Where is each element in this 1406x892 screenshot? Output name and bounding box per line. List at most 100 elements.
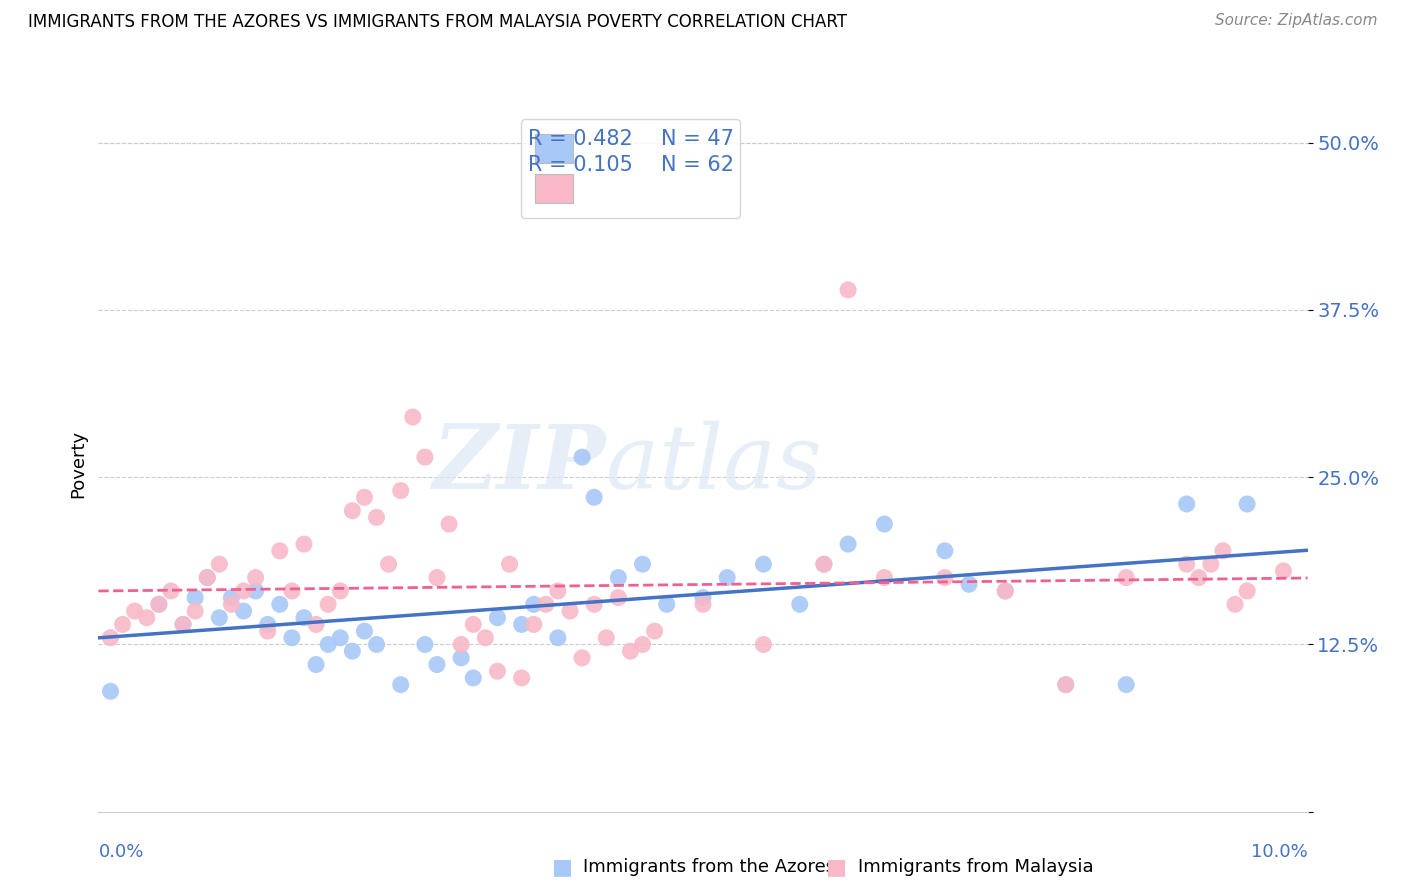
Point — [100, 631, 122, 645]
Point — [402, 410, 425, 425]
Point — [595, 631, 617, 645]
Y-axis label: Poverty: Poverty — [69, 430, 87, 498]
Point — [245, 584, 267, 599]
Point — [305, 617, 328, 632]
Point — [221, 598, 243, 612]
Point — [837, 537, 859, 551]
Point — [172, 617, 194, 632]
Point — [752, 557, 775, 572]
Point — [195, 571, 218, 585]
Point — [873, 517, 896, 532]
Point — [1223, 598, 1246, 612]
Point — [547, 584, 569, 599]
Point — [1236, 584, 1258, 599]
Point — [305, 657, 328, 672]
Point — [245, 571, 267, 585]
Point — [389, 678, 412, 692]
Point — [583, 491, 606, 505]
Point — [644, 624, 666, 639]
Point — [631, 557, 654, 572]
Point — [547, 631, 569, 645]
Point — [523, 617, 546, 632]
Point — [292, 537, 315, 551]
Point — [1115, 571, 1137, 585]
Point — [463, 617, 485, 632]
Point — [232, 584, 254, 599]
Point — [208, 557, 231, 572]
Point — [437, 517, 460, 532]
Point — [450, 637, 472, 651]
Point — [813, 557, 835, 572]
Point — [377, 557, 399, 572]
Point — [413, 637, 436, 651]
Point — [256, 617, 278, 632]
Point — [281, 584, 304, 599]
Point — [583, 598, 606, 612]
Legend: placeholder1, placeholder2: placeholder1, placeholder2 — [520, 120, 740, 218]
Point — [353, 624, 375, 639]
Point — [316, 598, 339, 612]
Point — [558, 604, 581, 618]
Point — [366, 637, 388, 651]
Point — [342, 503, 364, 517]
Point — [256, 624, 278, 639]
Point — [316, 637, 339, 651]
Text: Source: ZipAtlas.com: Source: ZipAtlas.com — [1215, 13, 1378, 29]
Point — [1175, 557, 1198, 572]
Point — [353, 491, 375, 505]
Point — [1054, 678, 1077, 692]
Point — [184, 591, 207, 605]
Point — [498, 557, 520, 572]
Text: Immigrants from the Azores: Immigrants from the Azores — [583, 858, 835, 876]
Point — [1212, 544, 1234, 558]
Point — [1188, 571, 1211, 585]
Text: ZIP: ZIP — [433, 421, 606, 507]
Point — [994, 584, 1017, 599]
Point — [486, 664, 509, 679]
Text: ■: ■ — [553, 857, 572, 877]
Point — [934, 544, 956, 558]
Point — [184, 604, 207, 618]
Point — [111, 617, 134, 632]
Point — [510, 617, 533, 632]
Text: atlas: atlas — [606, 420, 823, 508]
Point — [329, 584, 352, 599]
Point — [692, 598, 714, 612]
Point — [195, 571, 218, 585]
Point — [474, 631, 496, 645]
Point — [426, 657, 449, 672]
Point — [752, 637, 775, 651]
Text: ■: ■ — [827, 857, 846, 877]
Point — [450, 651, 472, 665]
Point — [1199, 557, 1222, 572]
Point — [208, 611, 231, 625]
Point — [813, 557, 835, 572]
Point — [1175, 497, 1198, 511]
Point — [486, 611, 509, 625]
Point — [269, 544, 291, 558]
Point — [426, 571, 449, 585]
Text: N = 47: N = 47 — [661, 129, 734, 149]
Point — [957, 577, 980, 591]
Point — [389, 483, 412, 498]
Point — [534, 598, 557, 612]
Text: 0.0%: 0.0% — [98, 843, 143, 861]
Point — [281, 631, 304, 645]
Point — [655, 598, 678, 612]
Point — [463, 671, 485, 685]
Point — [148, 598, 170, 612]
Point — [1054, 678, 1077, 692]
Point — [934, 571, 956, 585]
Point — [607, 571, 630, 585]
Point — [413, 450, 436, 465]
Point — [1272, 564, 1295, 578]
Point — [789, 598, 811, 612]
Point — [994, 584, 1017, 599]
Point — [329, 631, 352, 645]
Text: N = 62: N = 62 — [661, 154, 734, 175]
Point — [619, 644, 641, 658]
Point — [510, 671, 533, 685]
Text: R = 0.482: R = 0.482 — [527, 129, 633, 149]
Point — [716, 571, 738, 585]
Text: 10.0%: 10.0% — [1251, 843, 1308, 861]
